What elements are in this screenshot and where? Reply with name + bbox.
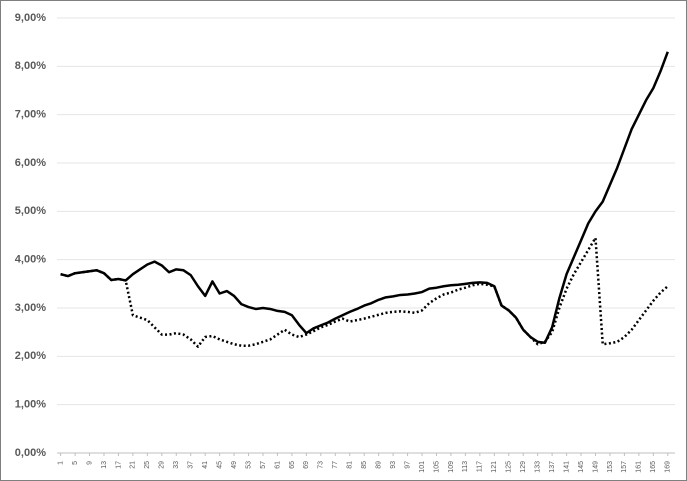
x-tick-label: 29 — [159, 461, 166, 469]
y-tick-label: 8,00% — [15, 60, 46, 72]
x-tick-label: 73 — [318, 461, 325, 469]
x-tick-label: 33 — [173, 461, 180, 469]
series-line — [60, 236, 669, 348]
x-tick-label: 25 — [144, 461, 151, 469]
x-tick-label: 109 — [448, 461, 455, 473]
x-tick-label: 145 — [578, 461, 585, 473]
series-line — [60, 51, 669, 345]
y-tick-label: 2,00% — [15, 350, 46, 362]
x-tick-label: 89 — [375, 461, 382, 469]
x-tick-label: 17 — [115, 461, 122, 469]
x-tick-label: 57 — [260, 461, 267, 469]
x-tick-label: 1 — [57, 461, 64, 465]
x-tick-label: 153 — [607, 461, 614, 473]
x-tick-label: 45 — [216, 461, 223, 469]
x-tick-label: 61 — [274, 461, 281, 469]
x-tick-label: 105 — [433, 461, 440, 473]
x-tick-label: 129 — [520, 461, 527, 473]
x-tick-label: 69 — [303, 461, 310, 469]
y-tick-label: 6,00% — [15, 157, 46, 169]
y-tick-label: 1,00% — [15, 399, 46, 411]
x-tick-label: 5 — [72, 461, 79, 465]
y-tick-label: 7,00% — [15, 109, 46, 121]
x-tick-label: 81 — [347, 461, 354, 469]
y-tick-label: 3,00% — [15, 302, 46, 314]
x-tick-label: 9 — [86, 461, 93, 465]
x-tick-label: 121 — [491, 461, 498, 473]
x-tick-label: 141 — [563, 461, 570, 473]
x-tick-label: 137 — [549, 461, 556, 473]
x-tick-label: 117 — [477, 461, 484, 472]
x-tick-label: 77 — [332, 461, 339, 469]
x-tick-label: 13 — [101, 461, 108, 469]
x-tick-label: 85 — [361, 461, 368, 469]
x-tick-label: 165 — [650, 461, 657, 473]
x-tick-label: 21 — [130, 461, 137, 469]
x-tick-label: 113 — [462, 461, 469, 472]
y-tick-label: 5,00% — [15, 205, 46, 217]
x-tick-label: 125 — [506, 461, 513, 473]
x-tick-label: 133 — [535, 461, 542, 473]
x-tick-label: 161 — [636, 461, 643, 473]
x-tick-label: 37 — [188, 461, 195, 469]
x-tick-label: 65 — [289, 461, 296, 469]
y-tick-label: 0,00% — [15, 447, 46, 459]
x-tick-label: 169 — [665, 461, 672, 473]
x-tick-label: 53 — [245, 461, 252, 469]
x-tick-label: 149 — [592, 461, 599, 473]
x-tick-label: 41 — [202, 461, 209, 469]
y-tick-label: 9,00% — [15, 12, 46, 24]
x-tick-label: 157 — [621, 461, 628, 473]
x-tick-label: 93 — [390, 461, 397, 469]
y-tick-label: 4,00% — [15, 254, 46, 266]
x-tick-label: 97 — [404, 461, 411, 469]
x-tick-label: 49 — [231, 461, 238, 469]
x-tick-label: 101 — [419, 461, 426, 473]
